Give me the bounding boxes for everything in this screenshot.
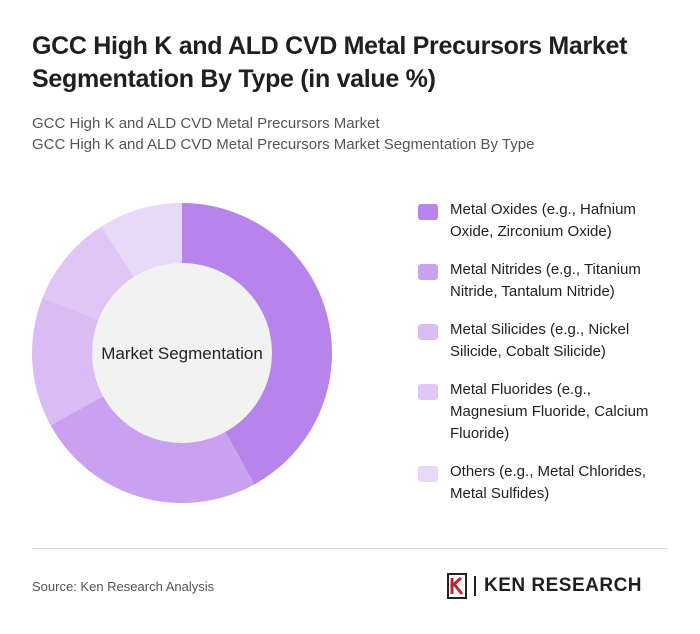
donut-center-label: Market Segmentation <box>101 344 263 363</box>
logo-separator <box>474 576 476 596</box>
page-title: GCC High K and ALD CVD Metal Precursors … <box>32 32 628 93</box>
legend-label: Metal Nitrides (e.g., Titanium Nitride, … <box>450 261 641 300</box>
subtitle-line-1: GCC High K and ALD CVD Metal Precursors … <box>32 115 380 132</box>
legend-item: Metal Fluorides (e.g., Magnesium Fluorid… <box>418 379 678 445</box>
legend-swatch <box>418 384 438 400</box>
legend-swatch <box>418 324 438 340</box>
logo-mark-icon <box>447 573 467 599</box>
legend-label: Metal Silicides (e.g., Nickel Silicide, … <box>450 321 630 360</box>
legend-swatch <box>418 466 438 482</box>
chart-legend: Metal Oxides (e.g., Hafnium Oxide, Zirco… <box>418 199 678 521</box>
legend-item: Others (e.g., Metal Chlorides, Metal Sul… <box>418 461 678 505</box>
legend-item: Metal Nitrides (e.g., Titanium Nitride, … <box>418 259 678 303</box>
legend-item: Metal Silicides (e.g., Nickel Silicide, … <box>418 319 678 363</box>
donut-hole <box>92 263 272 443</box>
legend-swatch <box>418 204 438 220</box>
legend-item: Metal Oxides (e.g., Hafnium Oxide, Zirco… <box>418 199 678 243</box>
legend-label: Others (e.g., Metal Chlorides, Metal Sul… <box>450 463 646 502</box>
source-note: Source: Ken Research Analysis <box>32 579 215 594</box>
logo-text: KEN RESEARCH <box>484 575 643 596</box>
subtitle-line-2: GCC High K and ALD CVD Metal Precursors … <box>32 136 535 153</box>
legend-swatch <box>418 264 438 280</box>
donut-chart: Market Segmentation <box>32 203 333 503</box>
legend-label: Metal Fluorides (e.g., Magnesium Fluorid… <box>450 381 649 442</box>
footer-divider <box>32 548 668 549</box>
ken-research-logo: KEN RESEARCH <box>446 572 642 600</box>
legend-label: Metal Oxides (e.g., Hafnium Oxide, Zirco… <box>450 201 636 240</box>
subtitle: GCC High K and ALD CVD Metal Precursors … <box>32 113 672 155</box>
